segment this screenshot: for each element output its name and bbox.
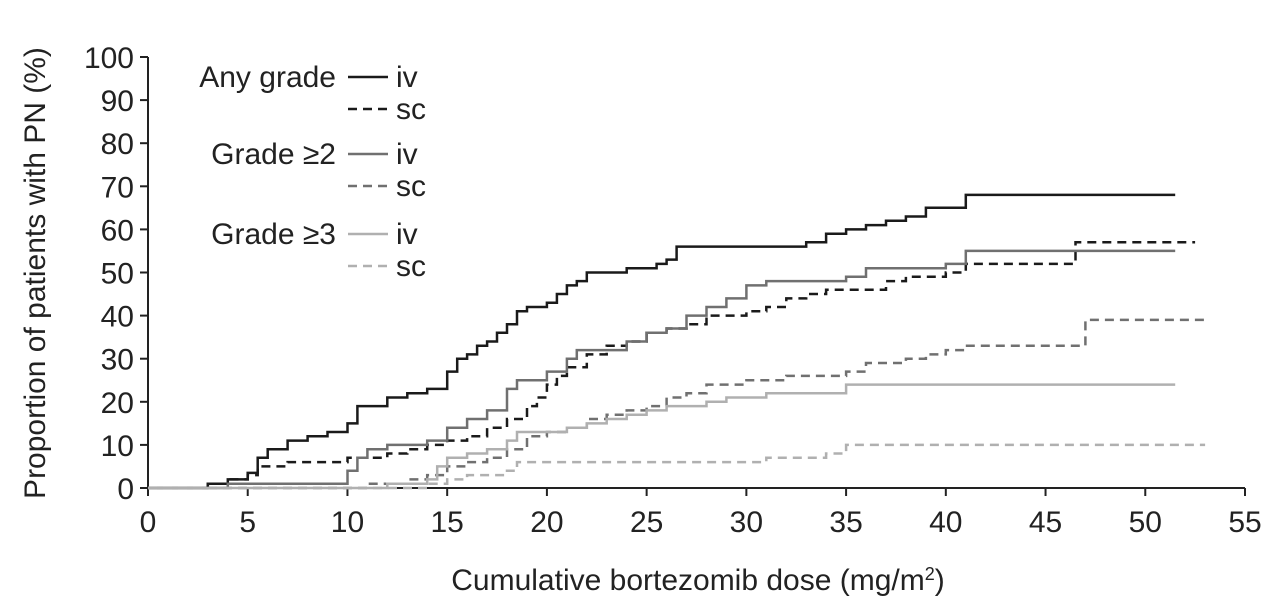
- x-tick-label: 5: [239, 506, 256, 539]
- series-line-0: [148, 193, 1176, 490]
- series-line-4: [148, 383, 1176, 490]
- x-tick-label: 20: [530, 506, 563, 539]
- y-tick-label: 50: [101, 258, 134, 291]
- series-line-3: [148, 318, 1206, 490]
- y-tick-label: 90: [101, 85, 134, 118]
- x-axis-title: Cumulative bortezomib dose (mg/m2): [451, 564, 945, 597]
- y-tick-label: 0: [117, 473, 134, 506]
- series-line-1: [148, 241, 1196, 490]
- x-tick-label: 25: [630, 506, 663, 539]
- x-axis-title-superscript: 2: [925, 564, 935, 584]
- y-tick-label: 10: [101, 430, 134, 463]
- legend-entry-label: sc: [396, 170, 426, 203]
- x-tick-label: 45: [1029, 506, 1062, 539]
- legend-group-label: Grade ≥2: [211, 138, 336, 171]
- series-line-5: [148, 443, 1206, 490]
- y-axis-title: Proportion of patients with PN (%): [19, 47, 52, 499]
- axes: [147, 57, 1245, 489]
- x-axis-title-suffix: ): [935, 564, 945, 597]
- legend-entry-label: iv: [396, 138, 418, 171]
- x-axis-title-main: Cumulative bortezomib dose (mg/m: [451, 564, 925, 597]
- y-tick-label: 20: [101, 387, 134, 420]
- legend-entry-label: iv: [396, 61, 418, 94]
- y-tick-label: 100: [84, 42, 134, 75]
- y-tick-label: 70: [101, 171, 134, 204]
- y-tick-label: 60: [101, 214, 134, 247]
- x-tick-label: 55: [1228, 506, 1261, 539]
- x-ticks: 0 5 10 15 20 25 30 35 40 45 50 55: [140, 488, 1262, 539]
- x-tick-label: 0: [140, 506, 157, 539]
- x-tick-label: 50: [1129, 506, 1162, 539]
- series-line-2: [148, 249, 1176, 490]
- legend-entry-label: sc: [396, 250, 426, 283]
- y-tick-label: 30: [101, 344, 134, 377]
- legend-entry-label: iv: [396, 218, 418, 251]
- legend-group-label: Grade ≥3: [211, 218, 336, 251]
- x-tick-label: 30: [730, 506, 763, 539]
- y-tick-label: 80: [101, 128, 134, 161]
- x-tick-label: 10: [331, 506, 364, 539]
- x-tick-label: 15: [430, 506, 463, 539]
- x-tick-label: 40: [929, 506, 962, 539]
- legend-group-label: Any grade: [199, 61, 336, 94]
- legend-entry-label: sc: [396, 93, 426, 126]
- x-tick-label: 35: [829, 506, 862, 539]
- series-layer: [148, 193, 1206, 490]
- y-tick-label: 40: [101, 301, 134, 334]
- y-ticks: 0 10 20 30 40 50 60 70 80 90 100: [84, 42, 148, 506]
